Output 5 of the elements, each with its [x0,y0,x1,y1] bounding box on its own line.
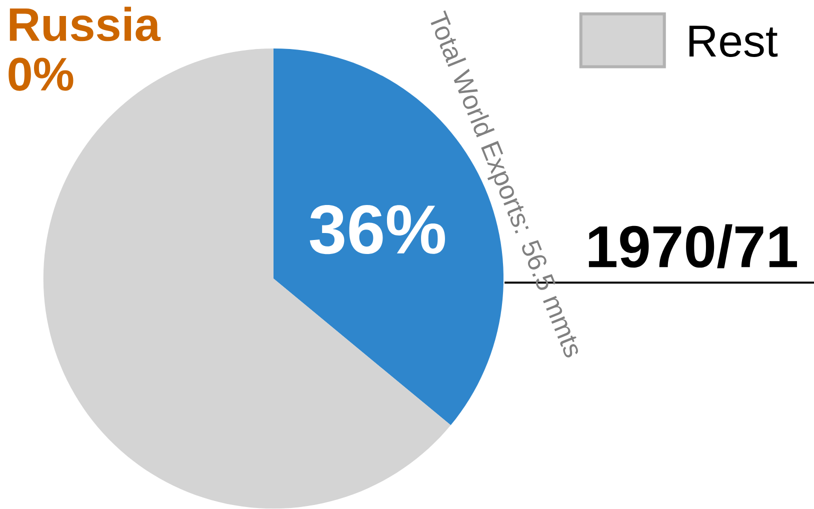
text: 1970/71 [588,224,797,268]
text: 0% [8,58,74,92]
data-label: 36% [310,205,445,254]
legend-label: Rest [689,26,778,58]
text: Russia [10,6,161,42]
